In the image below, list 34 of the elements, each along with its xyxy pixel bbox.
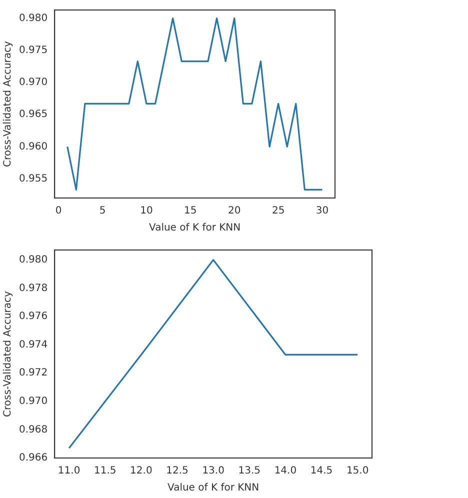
y-tick-label: 0.970 xyxy=(18,396,48,407)
y-tick-label: 0.970 xyxy=(18,77,48,88)
y-tick-label: 0.980 xyxy=(18,12,48,24)
x-axis-title: Value of K for KNN xyxy=(148,222,241,234)
y-tick-label: 0.960 xyxy=(18,141,48,152)
y-tick-label: 0.980 xyxy=(18,254,48,266)
x-tick-label: 14.5 xyxy=(310,466,333,477)
x-axis-title: Value of K for KNN xyxy=(167,482,260,494)
x-tick-label: 13.0 xyxy=(202,466,224,477)
x-tick-label: 11.0 xyxy=(58,466,80,477)
y-tick-label: 0.968 xyxy=(18,424,48,436)
x-tick-label: 15 xyxy=(184,206,197,217)
y-tick-label: 0.972 xyxy=(18,368,48,379)
y-tick-label: 0.955 xyxy=(18,173,48,184)
y-tick-label: 0.978 xyxy=(18,282,48,294)
y-axis-title: Cross-Validated Accuracy xyxy=(2,40,14,167)
x-tick-label: 13.5 xyxy=(238,466,261,477)
y-tick-label: 0.975 xyxy=(18,45,48,56)
x-tick-label: 10 xyxy=(140,206,153,217)
x-tick-label: 12.5 xyxy=(166,466,188,477)
x-tick-label: 5 xyxy=(99,206,106,217)
x-tick-label: 30 xyxy=(316,206,329,217)
y-axis-title: Cross-Validated Accuracy xyxy=(2,290,14,417)
y-tick-label: 0.974 xyxy=(18,339,48,350)
y-tick-label: 0.965 xyxy=(18,109,48,120)
x-tick-label: 15.0 xyxy=(346,466,369,477)
x-tick-label: 20 xyxy=(228,206,241,217)
x-tick-label: 14.0 xyxy=(274,466,297,477)
x-tick-label: 25 xyxy=(272,206,285,217)
y-tick-label: 0.966 xyxy=(18,452,48,464)
y-tick-label: 0.976 xyxy=(18,311,48,322)
x-tick-label: 12.0 xyxy=(130,466,152,477)
x-tick-label: 11.5 xyxy=(94,466,116,477)
x-tick-label: 0 xyxy=(55,206,62,217)
